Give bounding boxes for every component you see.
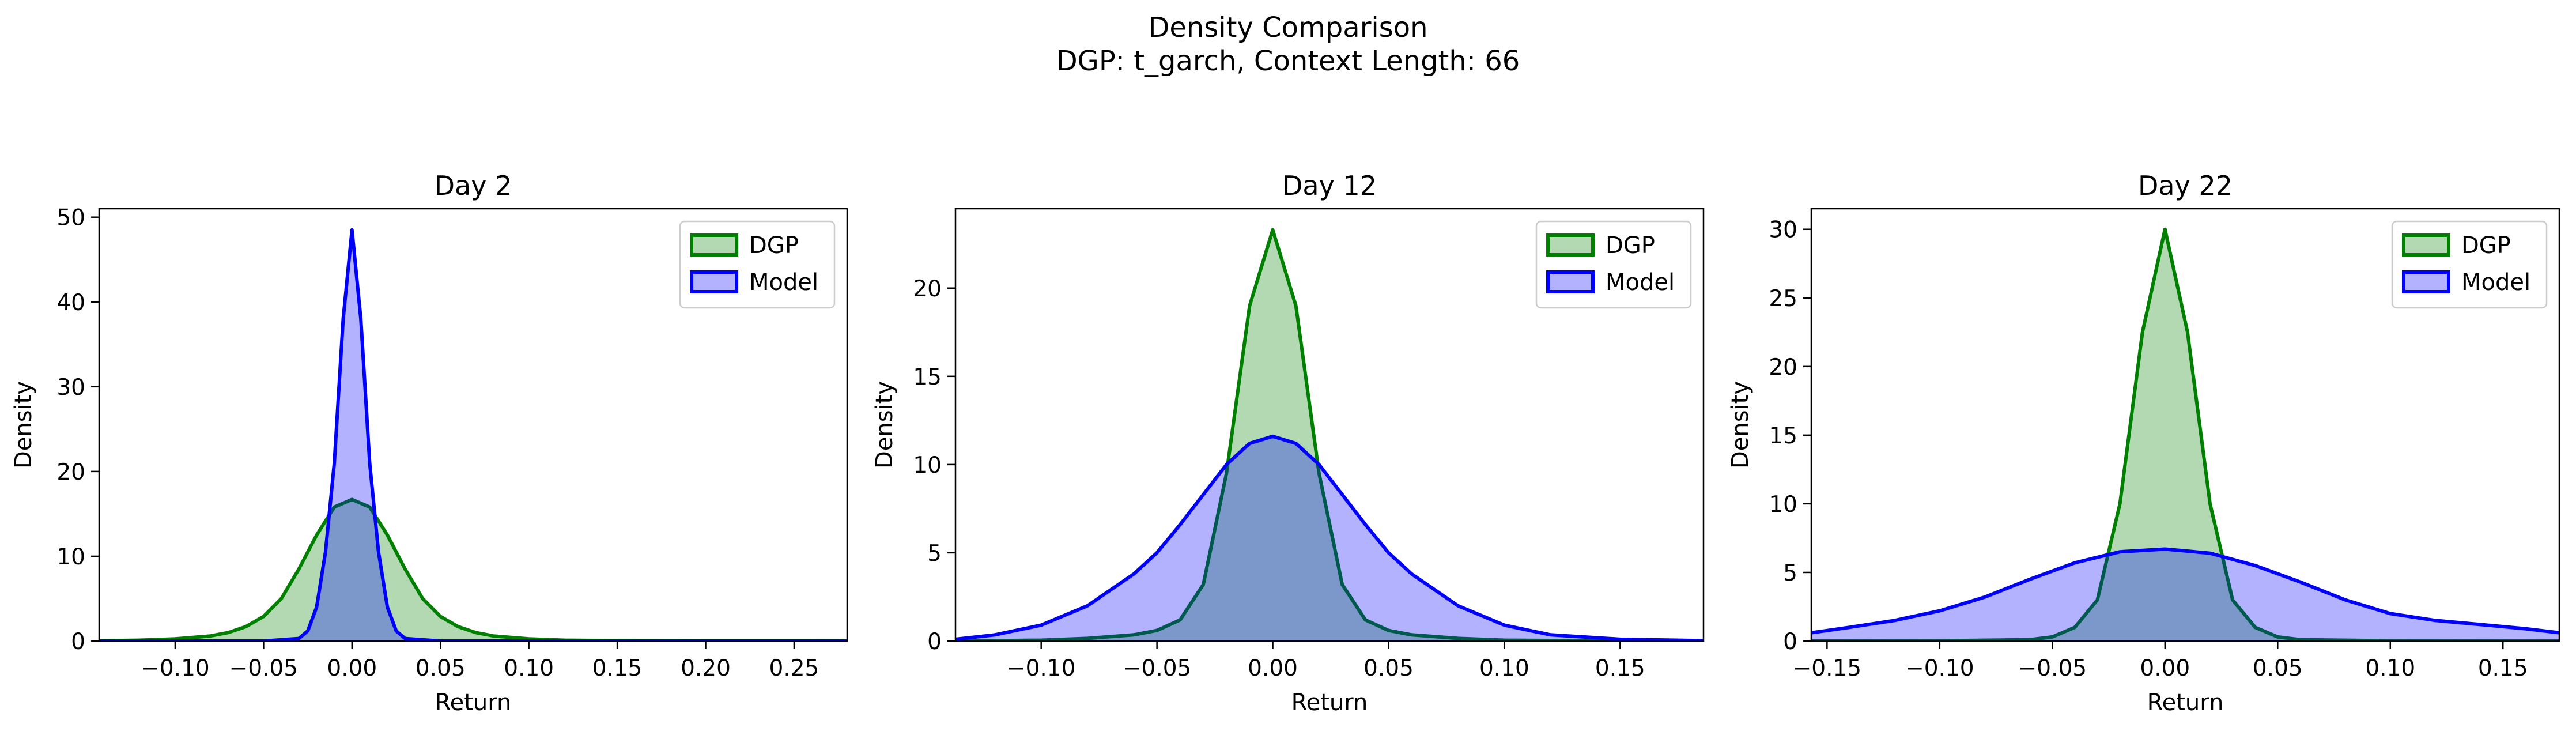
x-tick-label: 0.00 [2140, 655, 2190, 681]
x-tick-label: 0.05 [1363, 655, 1414, 681]
dgp-legend-label: DGP [749, 232, 799, 259]
x-tick-label: 0.15 [2478, 655, 2528, 681]
y-axis-label: Density [10, 381, 37, 469]
y-tick-label: 10 [1769, 492, 1797, 518]
model-density-fill [955, 436, 1704, 641]
y-tick-label: 25 [1769, 286, 1797, 312]
legend: DGP Model [1535, 220, 1692, 309]
x-tick-label: −0.05 [2018, 655, 2087, 681]
x-tick-label: −0.10 [141, 655, 210, 681]
dgp-density-fill [99, 499, 847, 641]
legend-box [2391, 220, 2548, 309]
dgp-legend-swatch [1546, 233, 1595, 257]
model-legend-swatch [2402, 270, 2450, 293]
dgp-density-fill [1811, 229, 2559, 641]
y-tick-label: 50 [56, 205, 85, 231]
dgp-legend-swatch [690, 233, 738, 257]
x-tick-label: −0.05 [229, 655, 299, 681]
legend-box [1535, 220, 1692, 309]
model-legend-label: Model [2461, 269, 2530, 296]
y-tick-label: 20 [56, 459, 85, 485]
plot-area [99, 228, 847, 641]
y-tick-label: 0 [71, 629, 85, 655]
dgp-density-fill [955, 229, 1704, 641]
model-legend-swatch [690, 270, 738, 293]
model-density-line [1811, 547, 2559, 635]
y-tick-label: 5 [927, 541, 942, 567]
axes-frame [954, 208, 1705, 642]
dgp-density-line [1811, 227, 2559, 641]
model-legend-swatch [1546, 270, 1595, 293]
y-tick-label: 15 [1769, 423, 1797, 449]
plot-area [1811, 227, 2559, 641]
legend-box [679, 220, 836, 309]
y-axis-label: Density [1727, 381, 1754, 469]
panel-title: Day 12 [1282, 170, 1377, 201]
panel-day-2: −0.10 −0.05 0.00 0.05 0.10 0.15 0.20 0.25 0 10 20 3… [10, 170, 848, 716]
x-tick-label: 0.10 [1479, 655, 1529, 681]
x-tick-label: −0.10 [1007, 655, 1076, 681]
dgp-legend-swatch [2402, 233, 2450, 257]
x-tick-label: 0.10 [2365, 655, 2415, 681]
x-tick-label: −0.15 [1793, 655, 1862, 681]
dgp-legend-label: DGP [1606, 232, 1655, 259]
y-tick-label: 30 [56, 375, 85, 401]
model-density-line [955, 434, 1704, 641]
axes-frame [1810, 208, 2560, 642]
panel-day-22: −0.15 −0.10 −0.05 0.00 0.05 0.10 0.15 0 5 10 15 20 2… [1727, 170, 2560, 716]
x-tick-label: 0.10 [504, 655, 554, 681]
x-tick-label: −0.10 [1905, 655, 1974, 681]
y-tick-label: 5 [1783, 560, 1797, 586]
x-tick-label: 0.25 [769, 655, 819, 681]
figure-title: Density Comparison [1148, 12, 1427, 44]
x-tick-label: 0.15 [1595, 655, 1645, 681]
model-legend-label: Model [749, 269, 818, 296]
dgp-legend-label: DGP [2461, 232, 2511, 259]
x-axis-label: Return [2147, 689, 2224, 716]
model-legend-label: Model [1606, 269, 1675, 296]
axes-frame [98, 208, 848, 642]
x-tick-label: 0.00 [1248, 655, 1298, 681]
model-density-line [99, 228, 847, 641]
x-tick-label: 0.20 [681, 655, 731, 681]
y-tick-label: 0 [1783, 629, 1797, 655]
plot-area [955, 228, 1704, 641]
dgp-density-line [99, 497, 847, 641]
y-tick-label: 20 [913, 276, 942, 302]
x-axis-label: Return [1291, 689, 1368, 716]
y-axis-label: Density [871, 381, 898, 469]
figure-subtitle: DGP: t_garch, Context Length: 66 [1056, 45, 1520, 77]
y-tick-label: 0 [927, 629, 942, 655]
y-tick-label: 20 [1769, 355, 1797, 380]
panel-day-12: −0.10 −0.05 0.00 0.05 0.10 0.15 0 5 10 15 20 Day 12… [871, 170, 1705, 716]
x-tick-label: 0.05 [416, 655, 466, 681]
dgp-density-line [955, 228, 1704, 641]
x-tick-label: 0.00 [327, 655, 377, 681]
x-tick-label: 0.15 [592, 655, 643, 681]
y-tick-label: 15 [913, 364, 942, 390]
panel-title: Day 2 [435, 170, 512, 201]
legend: DGP Model [2391, 220, 2548, 309]
y-tick-label: 10 [913, 453, 942, 478]
model-density-fill [1811, 549, 2559, 641]
legend: DGP Model [679, 220, 836, 309]
x-tick-label: 0.05 [2253, 655, 2303, 681]
x-axis-label: Return [435, 689, 512, 716]
y-tick-label: 30 [1769, 217, 1797, 243]
x-tick-label: −0.05 [1123, 655, 1192, 681]
y-tick-label: 10 [56, 544, 85, 570]
y-tick-label: 40 [56, 290, 85, 316]
panel-title: Day 22 [2138, 170, 2233, 201]
